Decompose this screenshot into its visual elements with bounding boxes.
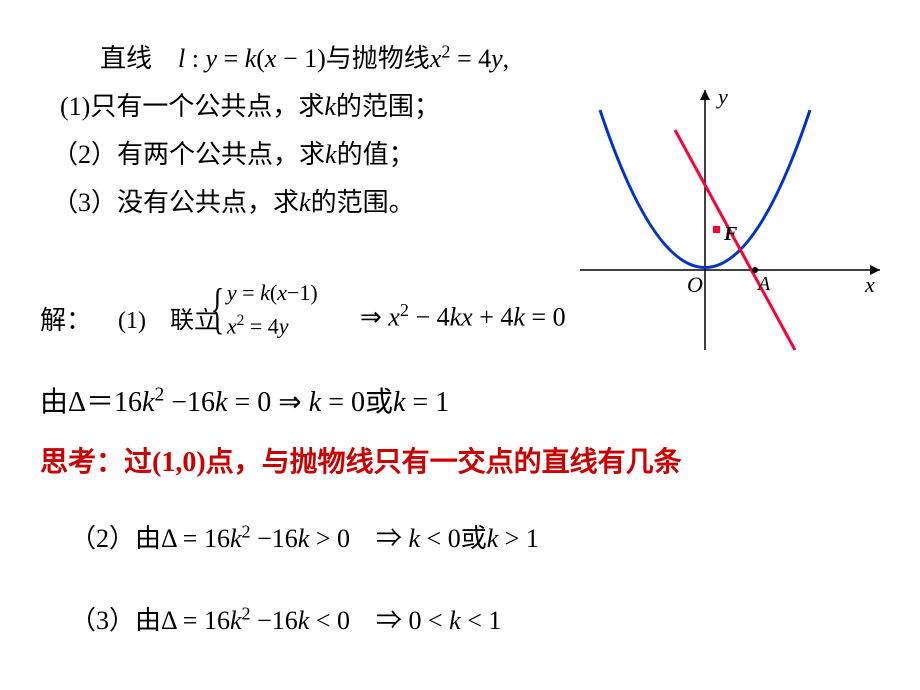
left-brace-icon: { [211,277,224,341]
think-prompt: 思考：过(1,0)点，与抛物线只有一交点的直线有几条 [40,440,682,480]
system-eq1: y = k(x−1) [227,276,318,309]
coordinate-graph: F A O x y [580,80,890,360]
question-1: (1)只有一个公共点，求k的范围； [60,86,440,123]
delta-line-1: 由Δ＝16k2 −16k = 0 ⇒ k = 0或k = 1 [40,380,449,420]
part1-label: (1) 联立 [118,300,218,335]
y-axis-label: y [716,84,728,109]
question-2: （2）有两个公共点，求k的值； [52,134,415,171]
equation-system: { y = k(x−1) x2 = 4y [212,276,318,342]
part2-line: （2）由Δ = 16k2 −16k > 0 ⇒ k < 0或k > 1 [70,518,539,555]
part3-line: （3）由Δ = 16k2 −16k < 0 ⇒ 0 < k < 1 [70,600,501,637]
implies-1: ⇒ x2 − 4kx + 4k = 0 [360,300,566,333]
y-arrow-icon [700,90,710,100]
system-eq2: x2 = 4y [227,309,318,342]
point-a-label: A [756,273,771,295]
origin-label: O [687,272,703,297]
solution-label: 解： [40,300,92,337]
question-3: （3）没有公共点，求k的范围。 [52,182,415,219]
x-axis-label: x [864,272,875,297]
focus-label: F [723,223,738,245]
problem-intro: 直线 l : y = k(x − 1)与抛物线x2 = 4y, [100,38,509,75]
focus-point [713,226,720,233]
